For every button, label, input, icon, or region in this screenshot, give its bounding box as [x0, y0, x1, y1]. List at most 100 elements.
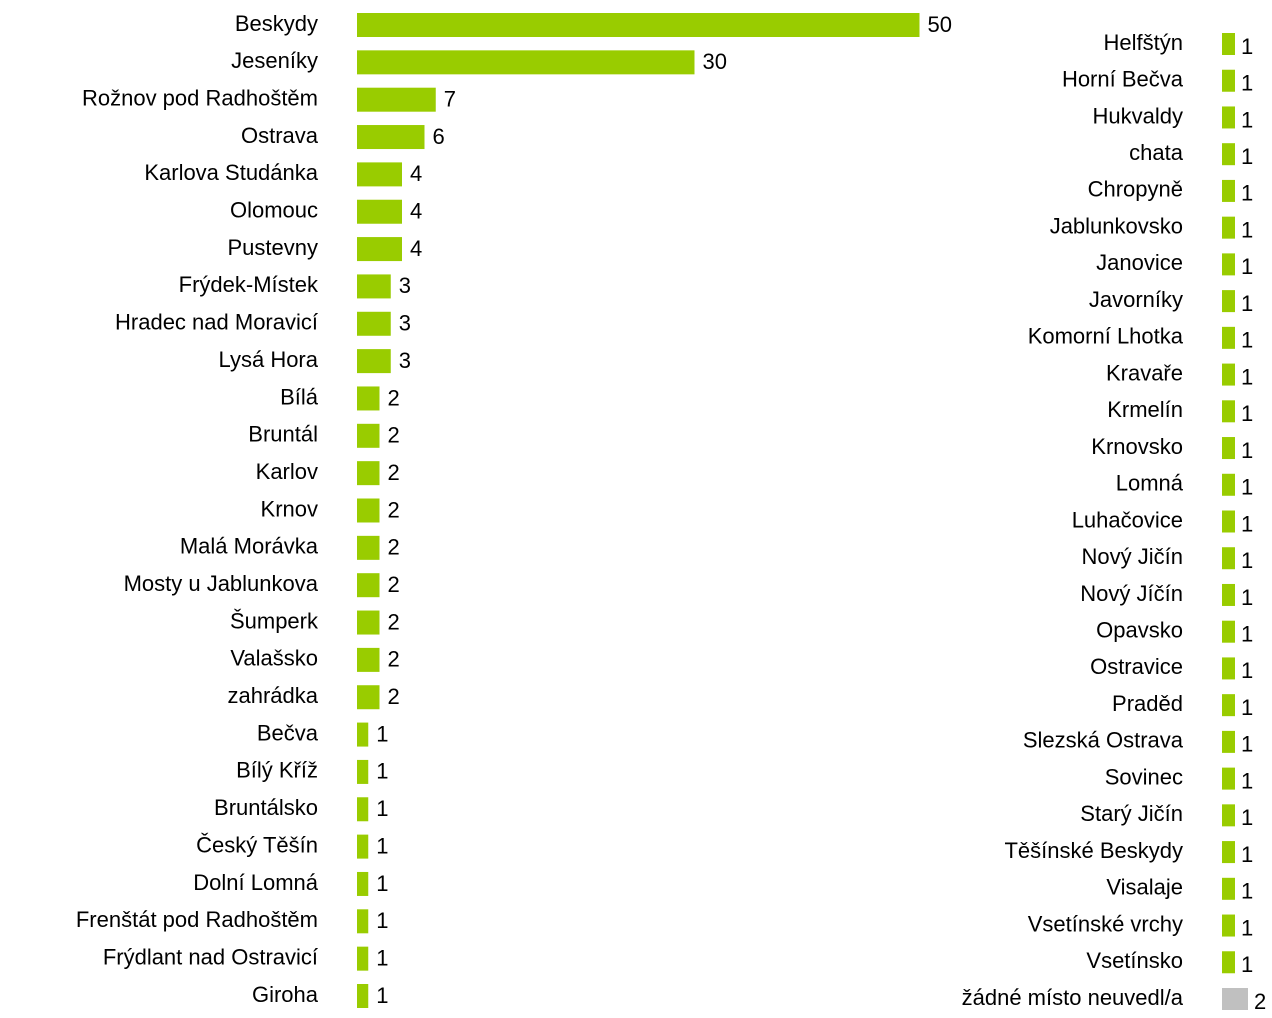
value-label: 1	[1241, 181, 1253, 206]
category-label: chata	[1129, 140, 1184, 165]
value-label: 1	[1241, 805, 1253, 830]
value-label: 1	[376, 908, 388, 933]
category-label: Karlov	[256, 459, 318, 484]
category-label: Český Těšín	[196, 832, 318, 857]
value-label: 1	[1241, 71, 1253, 96]
bar	[1222, 951, 1235, 974]
bar	[1222, 694, 1235, 717]
category-label: Praděd	[1112, 691, 1183, 716]
bar	[357, 909, 369, 934]
bar	[357, 722, 369, 747]
bar	[1222, 988, 1248, 1010]
bar	[1222, 253, 1235, 276]
category-label: zahrádka	[227, 683, 318, 708]
value-label: 1	[1241, 401, 1253, 426]
value-label: 1	[376, 945, 388, 970]
category-label: Karlova Studánka	[144, 160, 318, 185]
value-label: 1	[1241, 695, 1253, 720]
value-label: 1	[1241, 548, 1253, 573]
value-label: 1	[376, 833, 388, 858]
bar	[1222, 914, 1235, 937]
bar	[1222, 730, 1235, 753]
value-label: 1	[1241, 438, 1253, 463]
value-label: 1	[1241, 915, 1253, 940]
bar	[357, 50, 695, 75]
bar	[1222, 106, 1235, 129]
bar	[1222, 620, 1235, 643]
category-label: Šumperk	[230, 608, 319, 633]
value-label: 4	[410, 236, 422, 261]
category-label: Komorní Lhotka	[1028, 324, 1184, 349]
category-label: Jablunkovsko	[1050, 213, 1183, 238]
bar	[357, 199, 402, 224]
category-label: Luhačovice	[1072, 507, 1183, 532]
category-label: Frenštát pod Radhoštěm	[76, 907, 318, 932]
category-label: Krmelín	[1107, 397, 1183, 422]
value-label: 1	[1241, 217, 1253, 242]
bar	[357, 498, 380, 523]
bar	[357, 573, 380, 598]
category-label: Giroha	[252, 982, 319, 1007]
bar	[357, 685, 380, 710]
value-label: 1	[376, 759, 388, 784]
value-label: 2	[388, 385, 400, 410]
category-label: Bruntál	[248, 422, 318, 447]
bar	[357, 871, 369, 896]
category-label: Těšínské Beskydy	[1004, 838, 1183, 863]
value-label: 1	[1241, 879, 1253, 904]
value-label: 2	[388, 609, 400, 634]
bar	[1222, 510, 1235, 533]
category-label: Hradec nad Moravicí	[115, 310, 318, 335]
category-label: Beskydy	[235, 11, 318, 36]
category-label: Kravaře	[1106, 360, 1183, 385]
value-label: 2	[388, 497, 400, 522]
category-label: Mosty u Jablunkova	[124, 571, 319, 596]
value-label: 1	[1241, 952, 1253, 977]
bar	[357, 535, 380, 560]
category-label: Slezská Ostrava	[1023, 728, 1184, 753]
category-label: Starý Jičín	[1080, 801, 1183, 826]
category-label: Bílý Kříž	[236, 758, 318, 783]
value-label: 1	[1241, 732, 1253, 757]
bar	[357, 647, 380, 672]
category-label: Horní Bečva	[1062, 67, 1184, 92]
category-label: Frýdek-Místek	[179, 272, 319, 297]
value-label: 2	[388, 684, 400, 709]
value-label: 1	[1241, 254, 1253, 279]
bar	[1222, 143, 1235, 166]
value-label: 4	[410, 199, 422, 224]
category-label: Nový Jíčín	[1080, 581, 1183, 606]
value-label: 1	[1241, 475, 1253, 500]
category-label: Vsetínské vrchy	[1028, 911, 1183, 936]
bar	[357, 237, 402, 262]
category-label: Bečva	[257, 720, 319, 745]
value-label: 1	[1241, 622, 1253, 647]
value-label: 1	[376, 983, 388, 1008]
category-label: Lysá Hora	[219, 347, 319, 372]
value-label: 3	[399, 273, 411, 298]
category-label: Malá Morávka	[180, 534, 319, 559]
category-label: Ostrava	[241, 123, 319, 148]
category-label: Javorníky	[1089, 287, 1183, 312]
value-label: 1	[1241, 768, 1253, 793]
bar	[357, 834, 369, 859]
category-label: Olomouc	[230, 198, 318, 223]
bar	[1222, 437, 1235, 460]
category-label: žádné místo neuvedl/a	[962, 985, 1184, 1010]
value-label: 4	[410, 161, 422, 186]
category-label: Rožnov pod Radhoštěm	[82, 86, 318, 111]
category-label: Lomná	[1116, 471, 1184, 496]
bar	[1222, 804, 1235, 827]
bar	[357, 274, 391, 299]
value-label: 1	[1241, 842, 1253, 867]
category-label: Sovinec	[1105, 764, 1183, 789]
bar	[357, 461, 380, 486]
value-label: 7	[444, 87, 456, 112]
value-label: 1	[376, 871, 388, 896]
category-label: Jeseníky	[231, 48, 318, 73]
value-label: 6	[433, 124, 445, 149]
bar	[1222, 767, 1235, 790]
value-label: 2	[388, 535, 400, 560]
category-label: Vsetínsko	[1086, 948, 1183, 973]
